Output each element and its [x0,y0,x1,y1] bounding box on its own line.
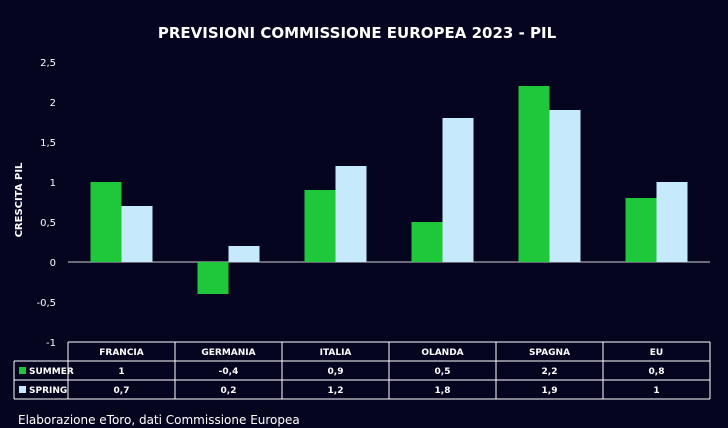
data-label: 2,2 [542,367,558,377]
bar-summer-francia [90,182,122,262]
bar-summer-spagna [518,86,550,262]
bar-summer-olanda [411,222,443,262]
data-label: 0,7 [114,386,130,396]
category-label: OLANDA [421,348,463,358]
legend-swatch-spring [19,386,26,393]
data-label: 0,5 [435,367,451,377]
source-note: Elaborazione eToro, dati Commissione Eur… [18,413,300,427]
data-label: 1,8 [435,386,451,396]
data-label: 1 [118,367,124,377]
bar-spring-francia [121,206,153,262]
category-label: SPAGNA [529,348,570,358]
category-label: FRANCIA [99,348,144,358]
y-axis: -1 -0,5 0 0,5 1 1,5 2 2,5 [36,58,710,349]
legend-label-spring: SPRING [29,386,67,396]
bar-spring-spagna [549,110,581,262]
data-label: 1,9 [542,386,558,396]
y-tick-label: 0 [50,258,56,269]
y-tick-label: 0,5 [40,218,56,229]
data-label: 1,2 [328,386,344,396]
category-label: GERMANIA [201,348,255,358]
y-tick-label: 1,5 [40,138,56,149]
y-tick-label: -1 [46,338,56,349]
data-label: 0,2 [221,386,237,396]
bar-summer-germania [197,262,229,294]
data-label: 0,9 [328,367,344,377]
data-label: 1 [653,386,659,396]
legend-label-summer: SUMMER [29,367,74,377]
legend-swatch-summer [19,367,26,374]
category-label: EU [650,348,663,358]
y-tick-label: 2 [50,98,56,109]
bar-spring-germania [228,246,260,262]
category-label: ITALIA [320,348,352,358]
y-axis-label: CRESCITA PIL [14,162,25,237]
chart-title: PREVISIONI COMMISSIONE EUROPEA 2023 - PI… [158,24,557,42]
bar-spring-olanda [442,118,474,262]
bar-spring-eu [656,182,688,262]
y-tick-label: 1 [50,178,56,189]
data-label: -0,4 [219,367,239,377]
y-tick-label: -0,5 [36,298,56,309]
bar-summer-italia [304,190,336,262]
data-label: 0,8 [649,367,665,377]
bar-summer-eu [625,198,657,262]
bar-spring-italia [335,166,367,262]
bars [90,86,688,294]
data-table: FRANCIA GERMANIA ITALIA OLANDA SPAGNA EU SUMME… [13,341,711,400]
y-tick-label: 2,5 [40,58,56,69]
